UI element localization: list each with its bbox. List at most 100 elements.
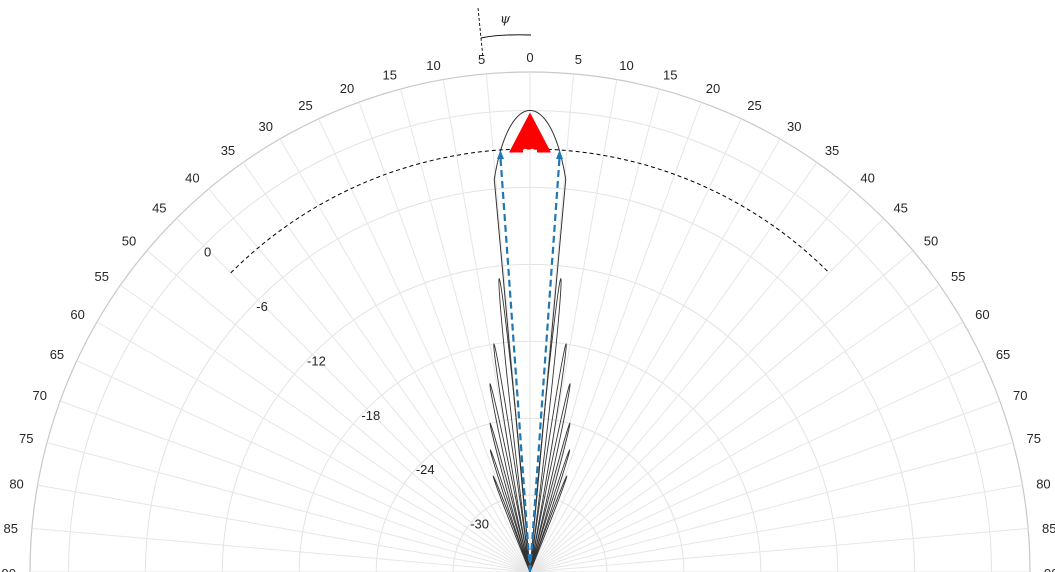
radius-tick-label: -18 — [361, 408, 380, 423]
angle-tick-label: 60 — [70, 307, 84, 322]
angle-tick-label: 30 — [787, 119, 801, 134]
psi-angle-arc — [480, 34, 532, 39]
angle-tick-label: 5 — [478, 52, 485, 67]
angle-tick-label: 30 — [259, 119, 273, 134]
angle-tick-label: 20 — [706, 81, 720, 96]
angle-tick-label: 70 — [1013, 388, 1027, 403]
radius-tick-label: 0 — [204, 245, 211, 260]
angle-tick-label: 90 — [1044, 566, 1055, 572]
angle-tick-label: 40 — [860, 170, 874, 185]
grid-spoke — [529, 188, 852, 572]
side-lobe — [529, 449, 571, 572]
main-lobe — [493, 109, 567, 572]
side-lobe — [493, 343, 531, 572]
side-lobe — [529, 422, 571, 572]
grid-spoke — [76, 360, 531, 572]
angle-tick-label: 80 — [9, 477, 23, 492]
grid-spoke — [46, 442, 531, 572]
reference-arc — [230, 148, 830, 274]
angle-tick-label: 35 — [221, 143, 235, 158]
angle-tick-labels: 0 5 10 15 20 25 30 35 40 45 50 55 60 65 70 75 80 85 90 5 10 1… — [2, 50, 1055, 572]
angle-tick-label: 85 — [3, 521, 17, 536]
psi-dashed-marker — [477, 7, 484, 59]
grid-spoke — [529, 527, 1029, 572]
angle-tick-label: 70 — [33, 388, 47, 403]
angle-tick-label: 20 — [340, 81, 354, 96]
angle-tick-label: 5 — [575, 52, 582, 67]
side-lobe — [489, 422, 531, 572]
angle-tick-label: 15 — [382, 68, 396, 83]
boresight-arrow — [509, 112, 551, 153]
grid-spoke — [529, 321, 964, 572]
grid-spoke — [59, 400, 531, 572]
side-lobe — [529, 343, 567, 572]
side-lobe — [489, 449, 531, 572]
angle-tick-label: 10 — [619, 58, 633, 73]
grid-spoke — [279, 138, 531, 572]
side-lobe — [498, 277, 531, 572]
grid-spoke — [31, 527, 531, 572]
angle-tick-label: 80 — [1036, 477, 1050, 492]
angle-tick-label: 90 — [2, 566, 16, 572]
psi-label: ψ — [500, 12, 511, 27]
angle-tick-label: 35 — [825, 143, 839, 158]
grid-spoke — [96, 321, 531, 572]
grid-spoke — [37, 484, 531, 572]
radius-tick-label: -6 — [256, 299, 268, 314]
side-lobe — [489, 382, 531, 572]
grid-spoke — [208, 188, 531, 572]
grid-spoke — [529, 250, 914, 572]
radius-tick-label: -24 — [416, 462, 435, 477]
grid-spoke — [529, 442, 1014, 572]
grid-spoke — [400, 88, 531, 572]
radius-tick-label: -12 — [307, 353, 326, 368]
angle-tick-label: 25 — [298, 98, 312, 113]
grid-spoke — [529, 118, 742, 572]
grid-spoke — [120, 284, 531, 572]
angle-tick-label: 55 — [951, 269, 965, 284]
polar-grid — [29, 71, 1031, 572]
angle-tick-label: 50 — [924, 234, 938, 249]
grid-spoke — [529, 218, 884, 572]
angle-tick-label: 25 — [747, 98, 761, 113]
radius-tick-label: -30 — [470, 517, 489, 532]
grid-spoke — [529, 88, 660, 572]
grid-spoke — [529, 138, 781, 572]
side-lobe — [492, 475, 531, 572]
beamwidth-arrow-head — [496, 149, 504, 159]
side-lobe — [529, 475, 568, 572]
angle-tick-label: 10 — [426, 58, 440, 73]
angle-tick-label: 75 — [19, 431, 33, 446]
beamwidth-arrow-head — [556, 149, 564, 159]
grid-spoke — [242, 162, 531, 572]
angle-tick-label: 75 — [1026, 431, 1040, 446]
grid-spoke — [529, 284, 940, 572]
beamwidth-arrow-line — [528, 157, 561, 572]
grid-spoke — [318, 118, 531, 572]
grid-spoke — [529, 101, 702, 572]
beamwidth-arrow-line — [499, 157, 532, 572]
angle-tick-label: 0 — [526, 50, 533, 65]
grid-spoke — [529, 400, 1001, 572]
grid-spoke — [529, 162, 818, 572]
angle-tick-label: 65 — [50, 347, 64, 362]
side-lobe — [529, 277, 562, 572]
radius-tick-labels: 0 -6 -12 -18 -24 -30 — [204, 245, 489, 532]
angle-tick-label: 45 — [893, 201, 907, 216]
angle-tick-label: 40 — [185, 170, 199, 185]
angle-tick-label: 85 — [1042, 521, 1055, 536]
angle-tick-label: 65 — [996, 347, 1010, 362]
grid-spoke — [176, 218, 531, 572]
angle-tick-label: 60 — [975, 307, 989, 322]
angle-tick-label: 55 — [94, 269, 108, 284]
grid-spoke — [529, 360, 984, 572]
angle-tick-label: 50 — [122, 234, 136, 249]
grid-spoke — [358, 101, 531, 572]
grid-spoke — [146, 250, 531, 572]
grid-spoke — [529, 484, 1023, 572]
angle-tick-label: 45 — [152, 201, 166, 216]
side-lobe — [529, 382, 571, 572]
chart-series — [230, 109, 830, 572]
psi-axis-marker: ψ — [477, 7, 532, 59]
